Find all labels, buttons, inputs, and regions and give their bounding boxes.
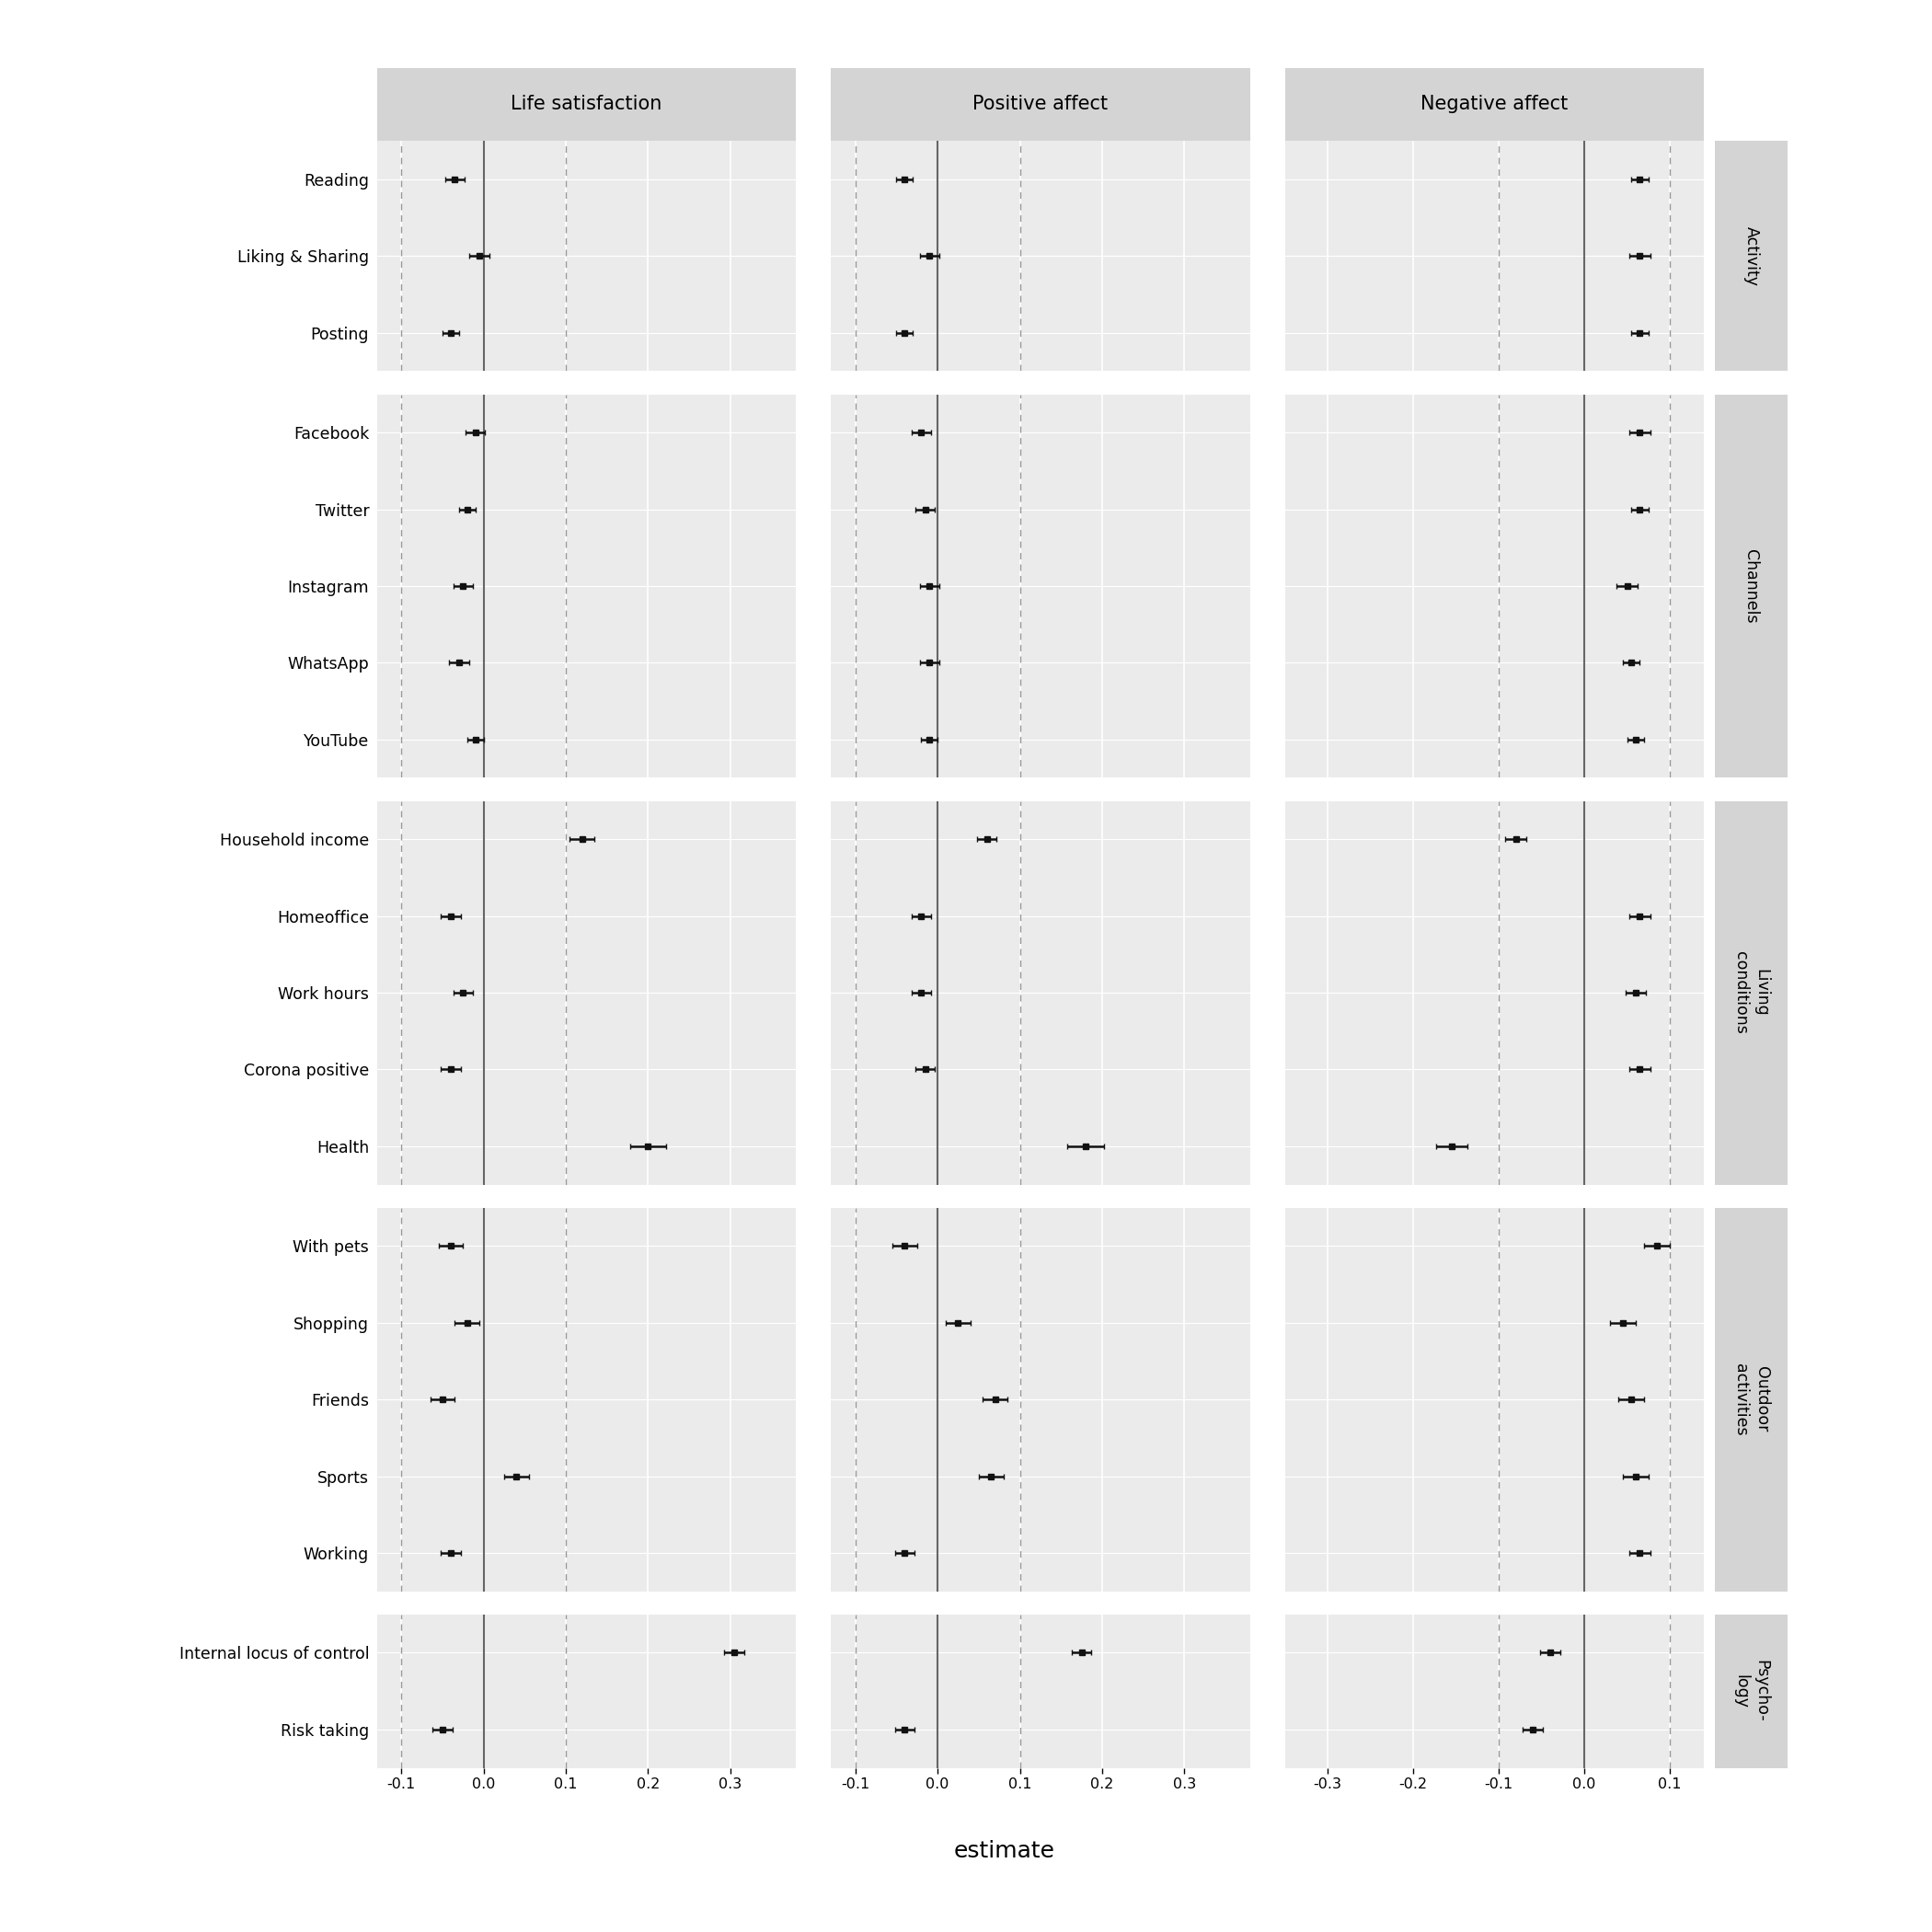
Text: Psycho-
logy: Psycho- logy	[1733, 1660, 1770, 1721]
Text: Activity: Activity	[1743, 226, 1760, 286]
Text: Negative affect: Negative affect	[1420, 95, 1569, 114]
Text: Channels: Channels	[1743, 549, 1760, 624]
Text: Living
conditions: Living conditions	[1733, 951, 1770, 1034]
Text: Positive affect: Positive affect	[972, 95, 1109, 114]
Text: estimate: estimate	[954, 1839, 1055, 1862]
Text: Life satisfaction: Life satisfaction	[510, 95, 663, 114]
Text: Outdoor
activities: Outdoor activities	[1733, 1364, 1770, 1435]
